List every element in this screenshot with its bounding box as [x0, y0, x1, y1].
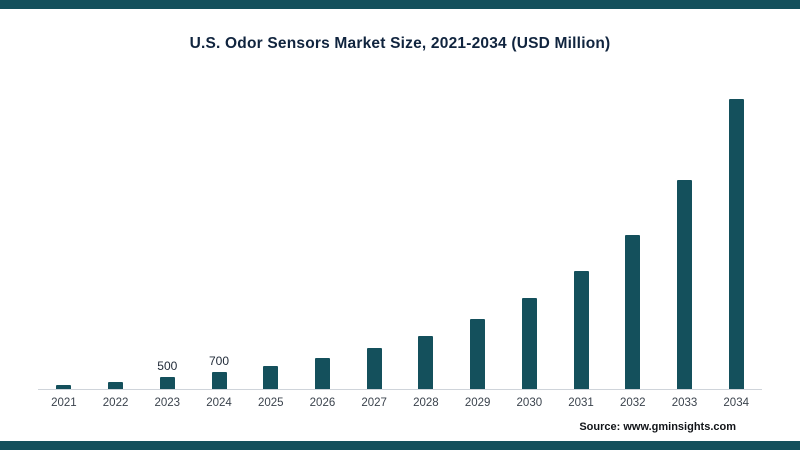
bar-2033 — [676, 180, 692, 389]
bar-slot — [607, 89, 659, 389]
bar-2024 — [211, 372, 227, 389]
bar-slot: 500 — [141, 89, 193, 389]
chart-area: 500 700 2021 2022 2023 2024 2025 2026 2027 2028 2… — [38, 89, 762, 409]
bars: 500 700 — [38, 89, 762, 390]
x-tick-label: 2021 — [51, 397, 77, 409]
bar-value-label: 500 — [157, 359, 178, 373]
x-tick-label: 2030 — [516, 397, 543, 409]
bar-2030 — [521, 297, 537, 389]
x-tick-label: 2032 — [619, 397, 646, 409]
x-tick-label: 2029 — [464, 397, 491, 409]
bar-2028 — [418, 336, 434, 389]
x-tick-label: 2023 — [154, 397, 181, 409]
bar-slot — [659, 89, 711, 389]
x-tick-label: 2024 — [206, 397, 232, 409]
bar-slot — [452, 89, 504, 389]
x-tick-label: 2027 — [361, 397, 387, 409]
chart-title: U.S. Odor Sensors Market Size, 2021-2034… — [189, 35, 611, 52]
bar-slot — [38, 89, 90, 389]
bar-2034 — [728, 98, 744, 389]
bar-2025 — [263, 366, 279, 389]
x-tick-label: 2028 — [413, 397, 439, 409]
bar-2032 — [625, 235, 641, 389]
bar-slot — [245, 89, 297, 389]
bar-slot — [90, 89, 142, 389]
bar-2023 — [159, 377, 175, 389]
x-tick-label: 2031 — [568, 397, 594, 409]
bar-2022 — [108, 381, 124, 389]
bar-2029 — [470, 319, 486, 389]
x-tick-label: 2022 — [102, 397, 129, 409]
x-tick-label: 2033 — [671, 397, 698, 409]
x-tick-label: 2034 — [723, 397, 749, 409]
x-tick-label: 2025 — [257, 397, 284, 409]
bar-2031 — [573, 271, 589, 389]
x-ticks: 2021 2022 2023 2024 2025 2026 2027 2028 2029 2030… — [38, 397, 762, 409]
source-text: Source: www.gminsights.com — [579, 421, 736, 433]
bar-slot: 700 — [193, 89, 245, 389]
bar-slot — [297, 89, 349, 389]
bar-slot — [555, 89, 607, 389]
bar-2021 — [56, 384, 72, 389]
bar-slot — [710, 89, 762, 389]
bar-2027 — [366, 348, 382, 389]
bar-slot — [348, 89, 400, 389]
bar-2026 — [314, 357, 330, 389]
bar-value-label: 700 — [209, 354, 230, 369]
x-tick-label: 2026 — [309, 397, 336, 409]
bar-slot — [400, 89, 452, 389]
bar-slot — [503, 89, 555, 389]
